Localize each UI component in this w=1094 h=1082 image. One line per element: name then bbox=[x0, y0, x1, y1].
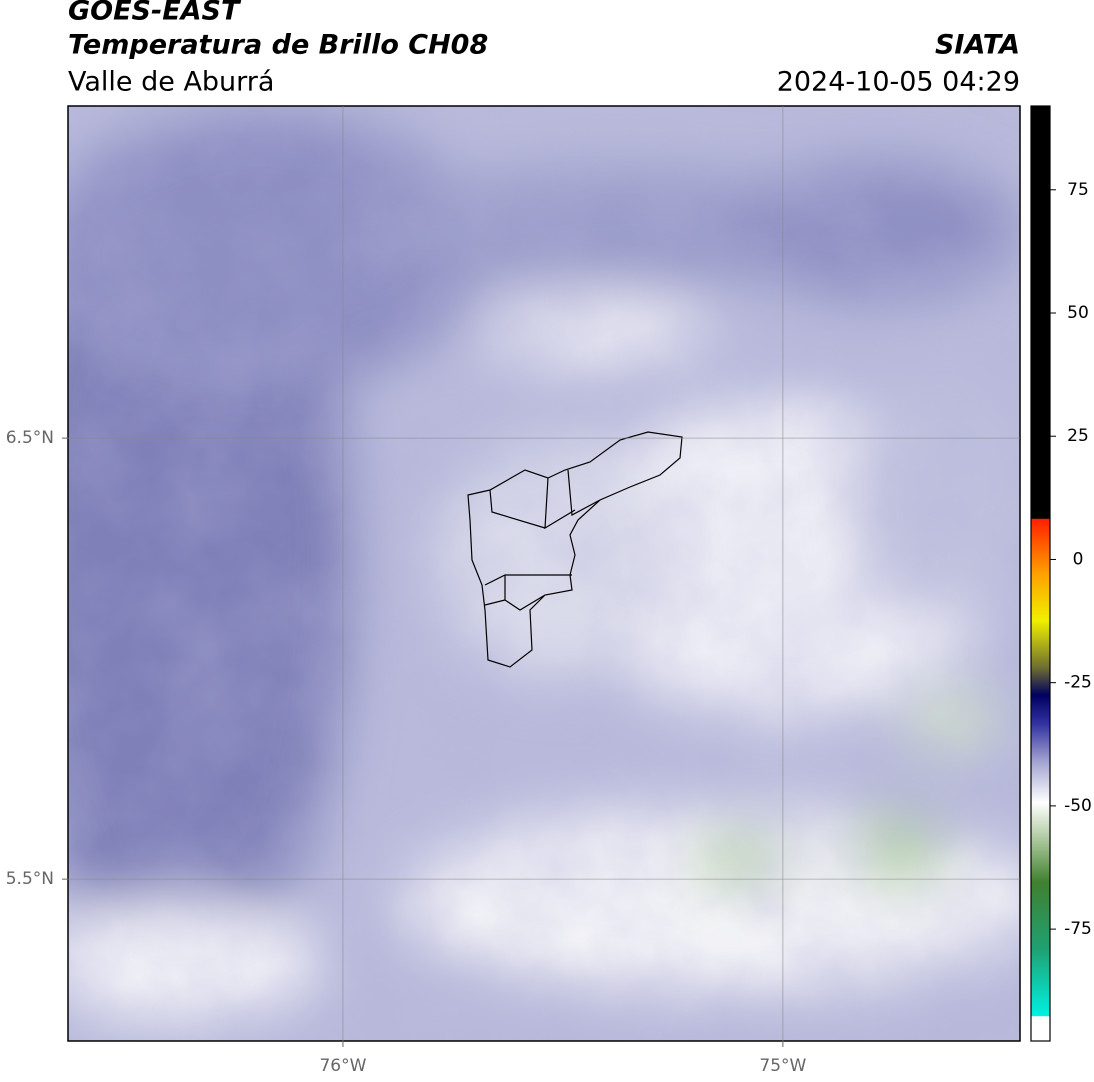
region: Valle de Aburrá bbox=[68, 67, 274, 98]
brightness-field bbox=[68, 106, 1020, 1041]
colorbar-tick-label: -75 bbox=[1064, 919, 1092, 939]
colorbar bbox=[1030, 105, 1051, 1042]
lat-tick-label: 5.5°N bbox=[6, 869, 54, 889]
map-frame bbox=[67, 105, 1021, 1042]
colorbar-tick-label: 50 bbox=[1067, 303, 1089, 323]
title: GOES-EAST bbox=[68, 0, 242, 27]
colorbar-tick-label: 0 bbox=[1073, 549, 1084, 569]
source: SIATA bbox=[935, 30, 1020, 61]
colorbar-tick-label: -25 bbox=[1064, 673, 1092, 693]
colorbar-tick-label: 75 bbox=[1067, 180, 1089, 200]
subtitle: Temperatura de Brillo CH08 bbox=[68, 30, 488, 61]
lon-tick-label: 76°W bbox=[319, 1056, 366, 1076]
datetime: 2024-10-05 04:29 bbox=[777, 67, 1020, 98]
lon-tick-label: 75°W bbox=[759, 1056, 806, 1076]
lat-tick-label: 6.5°N bbox=[6, 428, 54, 448]
colorbar-tick-label: -50 bbox=[1064, 796, 1092, 816]
municipal-boundaries bbox=[467, 431, 683, 668]
colorbar-tick-label: 25 bbox=[1067, 426, 1089, 446]
